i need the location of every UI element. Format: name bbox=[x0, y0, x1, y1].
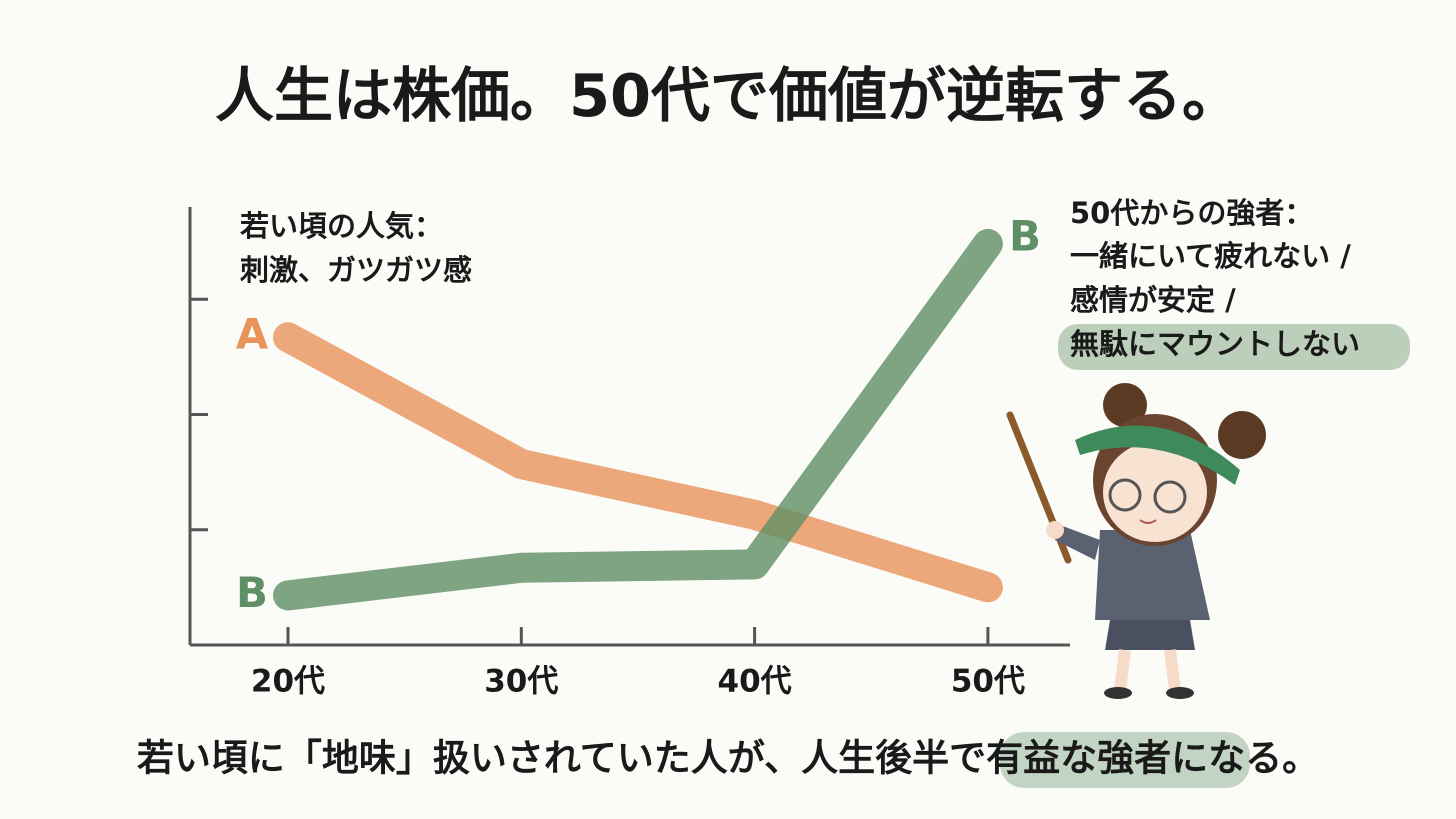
annotation: 若い頃の人気： bbox=[240, 209, 443, 243]
x-tick-label: 40代 bbox=[718, 664, 792, 700]
series-label: B bbox=[1009, 211, 1041, 260]
annotation: 一緒にいて疲れない / bbox=[1070, 239, 1351, 273]
character bbox=[1006, 383, 1266, 699]
annotation: 無駄にマウントしない bbox=[1070, 327, 1360, 361]
highlight bbox=[1058, 324, 1410, 370]
annotation: 刺激、ガツガツ感 bbox=[240, 253, 472, 287]
highlight bbox=[1000, 732, 1250, 788]
line-series bbox=[273, 228, 1003, 611]
series-label: B bbox=[236, 568, 268, 617]
series-label: A bbox=[236, 310, 269, 359]
caption: 若い頃に「地味」扱いされていた人が、人生後半で有益な強者になる。 bbox=[137, 737, 1319, 780]
annotation: 50代からの強者： bbox=[1070, 196, 1313, 230]
annotation: 感情が安定 / bbox=[1070, 283, 1236, 317]
line-series bbox=[273, 322, 1003, 603]
x-tick-label: 30代 bbox=[484, 664, 558, 700]
x-tick-label: 20代 bbox=[251, 664, 325, 700]
chart-title: 人生は株価。50代で価値が逆転する。 bbox=[215, 61, 1241, 130]
x-tick-label: 50代 bbox=[951, 664, 1025, 700]
